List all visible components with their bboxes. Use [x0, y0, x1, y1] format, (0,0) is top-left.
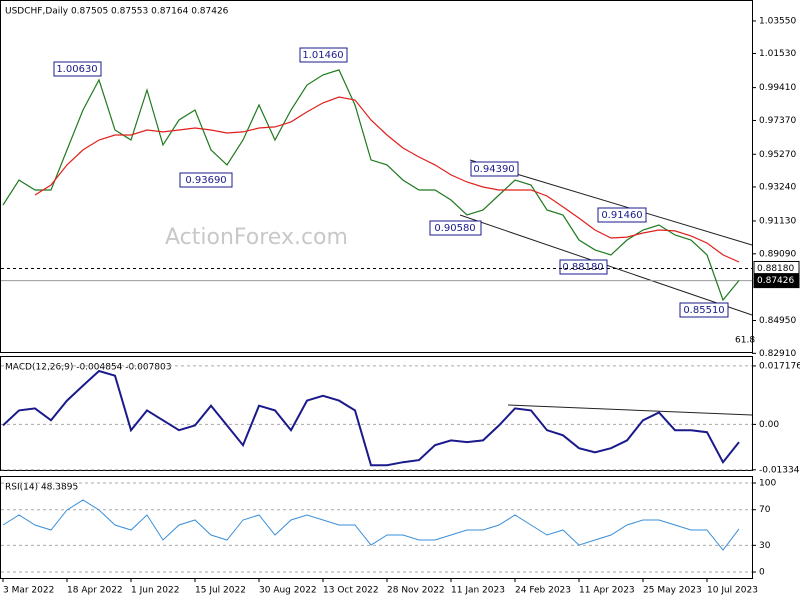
annotation: 0.85510	[683, 305, 724, 316]
macd-trendline	[507, 404, 753, 416]
y-tick-label: 1.01530	[759, 49, 796, 59]
price-level-label: 0.88180	[757, 264, 794, 274]
annotation: 0.88180	[562, 262, 603, 273]
x-tick-label: 11 Apr 2023	[579, 586, 635, 596]
y-tick-label: 1.03550	[759, 16, 796, 26]
y-tick-label: 0.91130	[759, 216, 796, 226]
series-line	[34, 96, 740, 263]
y-tick-label: 70	[759, 505, 771, 515]
annotation: 1.01460	[302, 50, 343, 61]
panel	[0, 356, 753, 471]
series-line	[2, 499, 740, 551]
y-tick-label: 0.017176	[759, 361, 800, 371]
x-tick-label: 11 Jan 2023	[451, 586, 505, 596]
panel	[0, 0, 753, 353]
series-line	[2, 369, 740, 467]
x-tick-label: 18 Apr 2022	[67, 586, 123, 596]
x-tick-label: 24 Feb 2023	[515, 586, 571, 596]
x-tick-label: 1 Jun 2022	[131, 586, 179, 596]
panel-title: USDCHF,Daily 0.87505 0.87553 0.87164 0.8…	[5, 7, 229, 17]
y-tick-label: 0.99410	[759, 83, 796, 93]
y-tick-label: 0.89090	[759, 249, 796, 259]
panel-title: MACD(12,26,9) -0.004854 -0.007803	[5, 363, 171, 373]
x-tick-label: 28 Nov 2022	[387, 586, 445, 596]
panel	[0, 476, 753, 579]
y-tick-label: 0.82910	[759, 349, 796, 359]
x-tick-label: 13 Oct 2022	[323, 586, 379, 596]
y-tick-label: 0	[759, 568, 765, 578]
annotation: 0.94390	[473, 164, 514, 175]
price-level-box	[753, 273, 800, 289]
y-tick-label: 0.84950	[759, 316, 796, 326]
x-tick-label: 15 Jul 2022	[195, 586, 246, 596]
y-tick-label: 0.93240	[759, 182, 796, 192]
annotations: 1.00630 1.01460 0.93690 0.90580 0.94390 …	[53, 47, 755, 346]
annotation: 0.93690	[185, 175, 226, 186]
y-tick-label: -0.01334	[759, 465, 800, 475]
annotation: 1.00630	[56, 64, 97, 75]
annotation: 0.90580	[434, 223, 475, 234]
y-tick-label: 100	[759, 478, 776, 488]
y-tick-label: 0.97370	[759, 116, 796, 126]
x-tick-label: 30 Aug 2022	[259, 586, 317, 596]
panel-title: RSI(14) 48.3895	[5, 483, 78, 493]
series-line	[2, 69, 740, 302]
x-tick-label: 10 Jul 2023	[707, 586, 758, 596]
watermark: ActionForex.com	[165, 225, 348, 250]
y-tick-label: 30	[759, 541, 771, 551]
y-tick-label: 0.00	[759, 420, 779, 430]
annotation: 0.91460	[601, 210, 642, 221]
x-tick-label: 25 May 2023	[643, 586, 702, 596]
x-tick-label: 3 Mar 2022	[3, 586, 54, 596]
price-level-label: 0.87426	[757, 276, 794, 286]
y-tick-label: 0.95270	[759, 150, 796, 160]
annotation: 61.8	[735, 336, 755, 346]
